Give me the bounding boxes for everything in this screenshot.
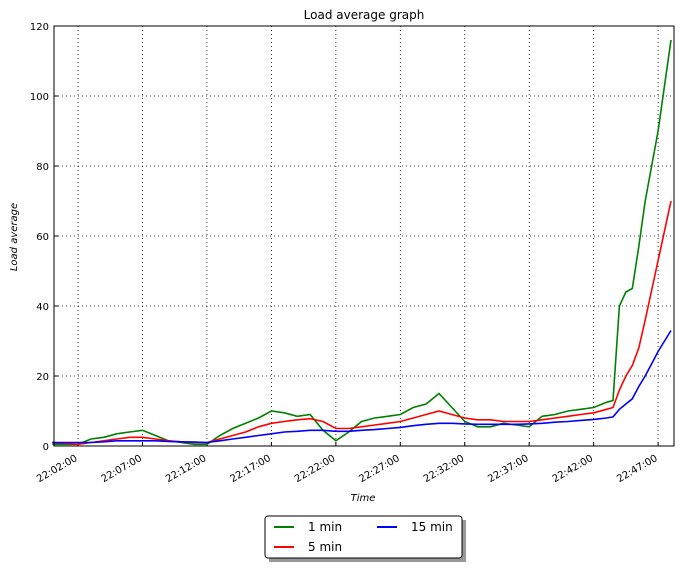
x-tick-label: 22:07:00 (100, 453, 144, 485)
x-tick-label: 22:37:00 (486, 453, 530, 485)
y-tick-label: 0 (43, 442, 49, 453)
x-tick-label: 22:02:00 (35, 453, 79, 485)
x-tick-label: 22:32:00 (422, 453, 466, 485)
x-tick-label: 22:12:00 (164, 453, 208, 485)
y-axis-label: Load average (9, 203, 20, 271)
y-tick-label: 120 (30, 22, 49, 33)
x-tick-label: 22:22:00 (293, 453, 337, 485)
y-tick-label: 20 (36, 372, 49, 383)
y-tick-label: 80 (36, 162, 49, 173)
legend-label: 5 min (308, 540, 342, 554)
x-tick-label: 22:27:00 (357, 453, 401, 485)
plot-frame (53, 25, 675, 447)
series-line (52, 39, 672, 446)
x-axis-label: Time (351, 493, 376, 504)
chart-title: Load average graph (304, 8, 425, 22)
legend-label: 15 min (411, 520, 453, 534)
x-tick-label: 22:17:00 (229, 453, 273, 485)
y-tick-label: 100 (30, 92, 49, 103)
x-tick-label: 22:42:00 (551, 453, 595, 485)
series-line (52, 330, 672, 444)
y-tick-label: 60 (36, 232, 49, 243)
series-line (52, 200, 672, 446)
y-tick-label: 40 (36, 302, 49, 313)
x-tick-label: 22:47:00 (615, 453, 659, 485)
legend-label: 1 min (308, 520, 342, 534)
legend-box (264, 515, 463, 559)
